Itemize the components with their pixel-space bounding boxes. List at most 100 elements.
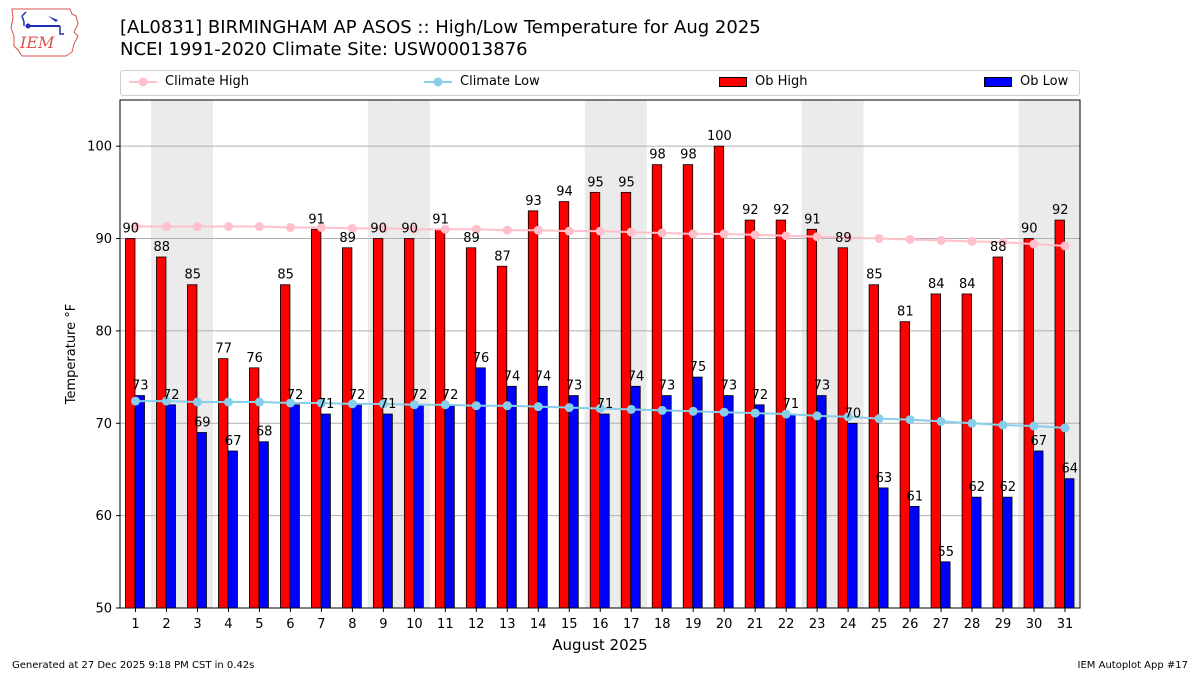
x-axis-label: August 2025	[552, 636, 647, 654]
ob-high-bar	[310, 228, 322, 609]
climate-high-point	[998, 237, 1008, 247]
climate-high-point	[409, 224, 419, 234]
ob-high-bar	[465, 247, 477, 609]
ob-high-label: 95	[618, 175, 635, 190]
climate-low-point	[719, 407, 729, 417]
ob-high-label: 95	[587, 175, 604, 190]
climate-low-point	[1029, 421, 1039, 431]
y-tick-label: 80	[95, 324, 112, 339]
x-tick-label: 19	[685, 617, 702, 632]
ob-high-label: 90	[1021, 222, 1038, 237]
ob-high-label: 88	[990, 240, 1007, 255]
ob-high-label: 89	[835, 231, 852, 246]
ob-low-label: 72	[287, 388, 304, 403]
ob-high-bar	[899, 321, 910, 609]
ob-low-label: 67	[225, 434, 242, 449]
ob-low-label: 73	[721, 379, 738, 394]
ob-high-label: 92	[773, 203, 790, 218]
climate-low-point	[192, 397, 202, 407]
ob-low-bar	[847, 422, 858, 609]
ob-low-bar	[165, 404, 176, 609]
ob-low-bar	[1064, 478, 1075, 609]
climate-high-point	[719, 229, 729, 239]
y-axis-label: Temperature °F	[64, 304, 79, 405]
ob-low-label: 71	[783, 397, 800, 412]
ob-high-label: 91	[804, 212, 821, 227]
ob-high-bar	[156, 256, 167, 609]
ob-high-bar	[992, 256, 1003, 609]
ob-high-bar	[713, 145, 725, 609]
ob-high-label: 85	[866, 268, 883, 283]
ob-low-bar	[1033, 450, 1044, 609]
ob-high-bar	[930, 293, 941, 609]
footer-generated: Generated at 27 Dec 2025 9:18 PM CST in …	[12, 660, 255, 671]
ob-low-label: 70	[845, 406, 862, 421]
ob-high-label: 88	[153, 240, 170, 255]
climate-low-point	[874, 414, 884, 424]
climate-low-point	[285, 398, 295, 408]
x-tick-label: 9	[379, 617, 387, 632]
climate-low-point	[440, 400, 450, 410]
legend: Climate High Climate Low Ob High Ob Low	[120, 70, 1080, 96]
ob-high-label: 90	[370, 222, 387, 237]
ob-high-label: 81	[897, 305, 914, 320]
y-tick-label: 100	[87, 140, 112, 155]
ob-low-bar	[134, 395, 145, 609]
ob-low-bar	[661, 395, 672, 609]
legend-ob-high: Ob High	[719, 74, 808, 90]
climate-high-point	[688, 229, 698, 239]
climate-high-point	[533, 225, 543, 235]
ob-low-bar	[289, 404, 300, 609]
x-tick-label: 18	[654, 617, 671, 632]
climate-low-point	[812, 411, 822, 421]
y-tick-label: 50	[95, 602, 112, 617]
x-tick-label: 12	[468, 617, 485, 632]
climate-high-line-icon	[129, 77, 157, 87]
ob-low-label: 73	[659, 379, 676, 394]
x-tick-label: 15	[561, 617, 578, 632]
x-tick-label: 31	[1057, 617, 1074, 632]
climate-high-point	[626, 227, 636, 237]
ob-low-label: 72	[752, 388, 769, 403]
ob-high-label: 91	[432, 212, 449, 227]
ob-low-bar	[196, 432, 207, 609]
ob-low-label: 64	[1061, 462, 1078, 477]
climate-high-point	[285, 222, 295, 232]
ob-high-bar	[341, 247, 353, 609]
ob-high-label: 98	[680, 148, 697, 163]
ob-low-bar	[1002, 496, 1013, 609]
ob-low-label: 63	[876, 471, 893, 486]
climate-high-point	[192, 222, 202, 232]
legend-label: Ob High	[755, 74, 808, 89]
ob-high-bar	[125, 238, 136, 609]
ob-high-label: 100	[707, 129, 732, 144]
legend-label: Ob Low	[1020, 74, 1069, 89]
climate-low-point	[967, 418, 977, 428]
climate-high-point	[223, 222, 233, 232]
ob-low-bar	[382, 413, 393, 609]
climate-low-point	[409, 400, 419, 410]
ob-low-bar	[754, 404, 765, 609]
climate-high-point	[657, 228, 667, 238]
ob-low-label: 75	[690, 360, 707, 375]
title-line-2: NCEI 1991-2020 Climate Site: USW00013876	[120, 39, 528, 60]
climate-low-point	[131, 396, 140, 406]
iem-logo: IEM	[10, 8, 79, 57]
x-tick-label: 20	[716, 617, 733, 632]
climate-high-point	[316, 222, 326, 232]
x-tick-label: 7	[317, 617, 325, 632]
ob-high-bar	[1054, 219, 1065, 609]
climate-high-point	[502, 225, 512, 235]
ob-low-bar	[971, 496, 982, 609]
ob-low-bar	[568, 395, 579, 609]
climate-low-point	[936, 416, 946, 426]
ob-low-bar	[630, 385, 641, 609]
ob-high-label: 84	[959, 277, 976, 292]
legend-label: Climate Low	[460, 74, 540, 89]
ob-high-bar	[218, 358, 229, 609]
x-tick-label: 21	[747, 617, 764, 632]
ob-high-label: 98	[649, 148, 666, 163]
ob-high-bar	[187, 284, 198, 609]
ob-low-label: 71	[597, 397, 614, 412]
ob-low-label: 73	[814, 379, 831, 394]
